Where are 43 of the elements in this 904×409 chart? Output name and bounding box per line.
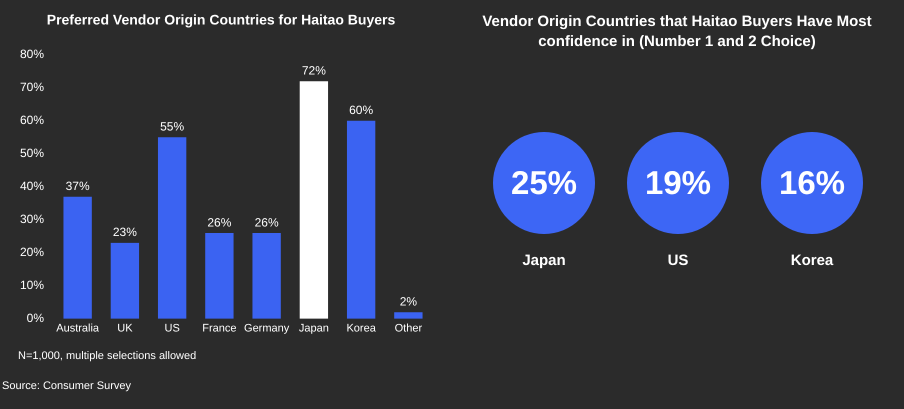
data-label: 2%	[400, 294, 418, 309]
x-tick-label: US	[164, 322, 180, 334]
y-tick-label: 20%	[20, 245, 44, 260]
y-tick-label: 80%	[20, 47, 44, 62]
bar	[346, 120, 376, 319]
bar	[252, 233, 281, 319]
x-tick-label: Australia	[56, 322, 100, 334]
data-label: 72%	[302, 64, 326, 78]
data-label: 19%	[627, 132, 729, 234]
bar	[110, 242, 140, 319]
x-tick-label: Japan	[298, 322, 329, 334]
y-tick-label: 0%	[26, 311, 44, 326]
data-label: 60%	[349, 103, 374, 118]
bar	[158, 137, 186, 319]
text: Vendor Origin Countries that Haitao Buyers Have Most confidence in (Number 1 and 2 Choice)	[481, 12, 873, 52]
text: N=1,000, multiple selections allowed	[18, 350, 196, 362]
data-label: 16%	[761, 132, 863, 234]
category-label: Japan	[521, 252, 567, 269]
source-note: Source: Consumer Survey	[2, 380, 131, 392]
data-label: 55%	[160, 120, 184, 134]
y-tick-label: 50%	[20, 146, 44, 160]
data-label: 37%	[66, 179, 90, 194]
data-label: 26%	[254, 215, 279, 230]
category-label: Korea	[790, 252, 834, 269]
bar	[63, 196, 92, 319]
y-tick-label: 60%	[20, 113, 44, 128]
x-tick-label: UK	[117, 322, 134, 334]
x-tick-label: Korea	[346, 322, 377, 334]
y-tick-label: 70%	[20, 80, 44, 94]
x-tick-label: France	[202, 322, 237, 334]
y-tick-label: 30%	[20, 212, 44, 226]
bar	[205, 233, 234, 319]
category-label: US	[666, 252, 690, 269]
bar	[394, 312, 423, 319]
data-label: 25%	[493, 132, 595, 234]
data-label: 23%	[112, 225, 138, 240]
data-label: 26%	[207, 215, 232, 230]
y-tick-label: 10%	[20, 278, 44, 292]
x-tick-label: Germany	[244, 322, 290, 334]
bar	[300, 81, 328, 319]
y-tick-label: 40%	[20, 179, 44, 194]
chart-title: Preferred Vendor Origin Countries for Haitao Buyers	[46, 11, 396, 28]
x-tick-label: Other	[394, 322, 422, 334]
